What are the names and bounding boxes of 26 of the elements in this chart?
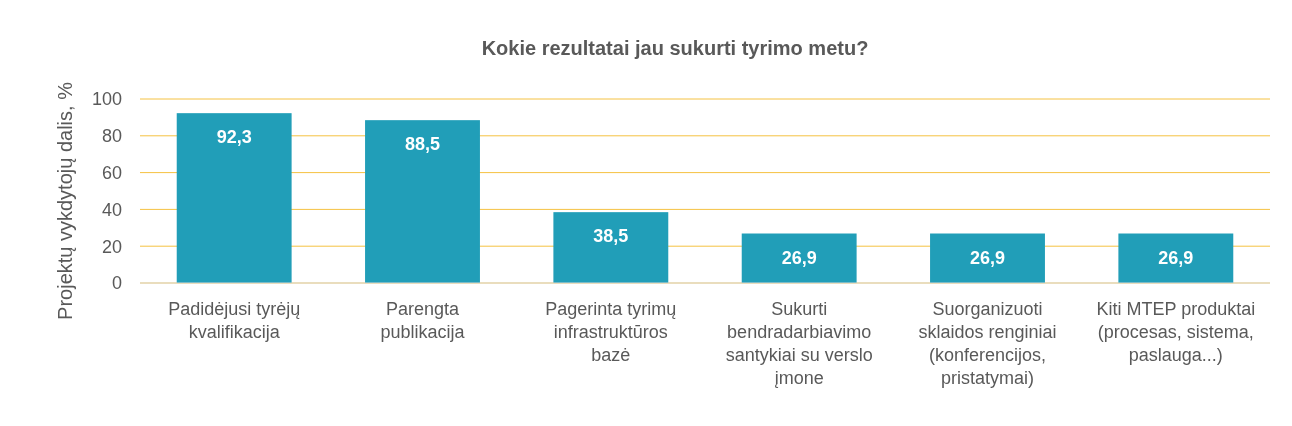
bar: [741, 233, 857, 283]
data-label: 92,3: [216, 127, 252, 148]
y-tick-label: 0: [111, 273, 122, 294]
x-tick-label: Kiti MTEP produktai (procesas, sistema, paslauga...): [1096, 299, 1256, 365]
bar: [553, 212, 669, 283]
x-tick-label: Suorganizuoti sklaidos renginiai (konferencijos, pristatymai): [918, 299, 1057, 388]
x-tick-label: Padidėjusi tyrėjų kvalifikacija: [168, 299, 301, 342]
y-axis-title: Projektų vykdytojų dalis, %: [54, 81, 76, 320]
x-tick-label: Sukurti bendradarbiavimo santykiai su verslo įmone: [725, 299, 873, 388]
bar: [176, 113, 292, 283]
bar: [1118, 233, 1234, 283]
data-label: 26,9: [969, 247, 1006, 268]
data-label: 88,5: [404, 134, 441, 155]
y-tick-label: 100: [91, 89, 122, 110]
x-tick-label: Parengta publikacija: [380, 299, 466, 342]
y-tick-label: 80: [101, 126, 122, 147]
chart-title: Kokie rezultatai jau sukurti tyrimo metu?: [481, 37, 869, 59]
y-tick-label: 40: [101, 199, 122, 220]
y-tick-label: 20: [101, 236, 122, 257]
data-label: 26,9: [1158, 247, 1194, 268]
x-tick-label: Pagerinta tyrimų infrastruktūros bazė: [545, 299, 677, 365]
bar: [930, 233, 1045, 283]
data-label: 26,9: [781, 247, 817, 268]
y-tick-label: 60: [101, 162, 122, 183]
data-label: 38,5: [593, 226, 629, 247]
bar: [365, 120, 480, 283]
